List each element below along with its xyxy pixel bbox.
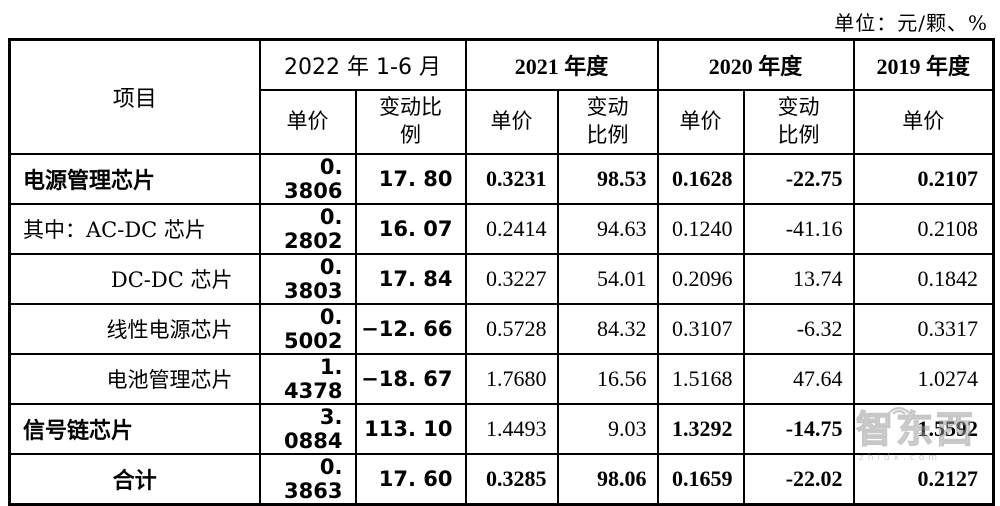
subheader-2022-change: 变动比 例 xyxy=(354,88,467,155)
value-cell: 0.1240 xyxy=(656,202,745,255)
value-cell: 0.2127 xyxy=(852,452,995,505)
value-cell: 1.7680 xyxy=(464,352,559,405)
table-row: 电源管理芯片 0. 3806 17. 80 0.3231 98.53 0.1628 -22.… xyxy=(8,152,995,205)
table-row: 合计 0. 3863 17. 60 0.3285 98.06 0.1659 -22.02 0.… xyxy=(8,452,995,505)
value-cell: 0.1659 xyxy=(656,452,745,505)
table-row: DC-DC 芯片 0. 3803 17. 84 0.3227 54.01 0.2096 13… xyxy=(8,252,995,305)
value-cell: 0.1842 xyxy=(852,252,995,305)
value-cell: 17. 60 xyxy=(354,452,467,505)
value-cell: 0.1628 xyxy=(656,152,745,205)
value-cell: 16.56 xyxy=(556,352,659,405)
value-cell: 47.64 xyxy=(742,352,855,405)
value-cell: 0.3285 xyxy=(464,452,559,505)
row-label-cell: DC-DC 芯片 xyxy=(8,252,261,305)
row-label-cell: 信号链芯片 xyxy=(8,402,261,455)
value-cell: 1.4493 xyxy=(464,402,559,455)
value-cell: 0.5728 xyxy=(464,302,559,355)
table-row: 电池管理芯片 1. 4378 −18. 67 1.7680 16.56 1.5168 47.… xyxy=(8,352,995,405)
price-table: 项目 2022 年 1-6 月 2021 年度 2020 年度 2019 年度 … xyxy=(8,38,996,506)
value-cell: 98.53 xyxy=(556,152,659,205)
unit-note: 单位：元/颗、% xyxy=(834,11,988,35)
value-cell: 0. 2802 xyxy=(258,202,357,255)
row-label-cell: 其中：AC-DC 芯片 xyxy=(8,202,261,255)
value-cell: 1.0274 xyxy=(852,352,995,405)
header-period-2021: 2021 年度 xyxy=(464,38,659,91)
value-cell: -6.32 xyxy=(742,302,855,355)
value-cell: 0.3227 xyxy=(464,252,559,305)
table-row: 线性电源芯片 0. 5002 −12. 66 0.5728 84.32 0.3107 -6.… xyxy=(8,302,995,355)
value-cell: 1. 4378 xyxy=(258,352,357,405)
header-period-2019: 2019 年度 xyxy=(852,38,995,91)
value-cell: 0.2107 xyxy=(852,152,995,205)
value-cell: 0.3107 xyxy=(656,302,745,355)
value-cell: 1.5592 xyxy=(852,402,995,455)
header-period-2020: 2020 年度 xyxy=(656,38,855,91)
value-cell: 16. 07 xyxy=(354,202,467,255)
value-cell: 0. 5002 xyxy=(258,302,357,355)
row-label-cell: 电池管理芯片 xyxy=(8,352,261,405)
value-cell: 17. 80 xyxy=(354,152,467,205)
value-cell: 17. 84 xyxy=(354,252,467,305)
value-cell: −12. 66 xyxy=(354,302,467,355)
value-cell: 0. 3806 xyxy=(258,152,357,205)
value-cell: 0.3231 xyxy=(464,152,559,205)
value-cell: 84.32 xyxy=(556,302,659,355)
value-cell: 0.2096 xyxy=(656,252,745,305)
value-cell: 1.5168 xyxy=(656,352,745,405)
subheader-2021-change: 变动 比例 xyxy=(556,88,659,155)
value-cell: 3. 0884 xyxy=(258,402,357,455)
value-cell: 94.63 xyxy=(556,202,659,255)
value-cell: -14.75 xyxy=(742,402,855,455)
value-cell: −18. 67 xyxy=(354,352,467,405)
subheader-2021-price: 单价 xyxy=(464,88,559,155)
table-header: 项目 2022 年 1-6 月 2021 年度 2020 年度 2019 年度 … xyxy=(8,38,995,155)
value-cell: -22.75 xyxy=(742,152,855,205)
table-row: 其中：AC-DC 芯片 0. 2802 16. 07 0.2414 94.63 0.124… xyxy=(8,202,995,255)
value-cell: 113. 10 xyxy=(354,402,467,455)
value-cell: 0.3317 xyxy=(852,302,995,355)
value-cell: -41.16 xyxy=(742,202,855,255)
value-cell: 98.06 xyxy=(556,452,659,505)
table-row: 信号链芯片 3. 0884 113. 10 1.4493 9.03 1.3292 -14.7… xyxy=(8,402,995,455)
row-label-cell: 电源管理芯片 xyxy=(8,152,261,205)
value-cell: 0. 3803 xyxy=(258,252,357,305)
value-cell: 9.03 xyxy=(556,402,659,455)
subheader-2020-price: 单价 xyxy=(656,88,745,155)
table-body: 电源管理芯片 0. 3806 17. 80 0.3231 98.53 0.1628 -22.… xyxy=(8,152,995,505)
subheader-2022-price: 单价 xyxy=(258,88,357,155)
value-cell: 0. 3863 xyxy=(258,452,357,505)
subheader-2019-price: 单价 xyxy=(852,88,995,155)
row-label-cell: 线性电源芯片 xyxy=(8,302,261,355)
value-cell: 1.3292 xyxy=(656,402,745,455)
value-cell: 54.01 xyxy=(556,252,659,305)
header-item: 项目 xyxy=(8,38,261,155)
value-cell: 13.74 xyxy=(742,252,855,305)
header-period-2022: 2022 年 1-6 月 xyxy=(258,38,467,91)
subheader-2020-change: 变动 比例 xyxy=(742,88,855,155)
value-cell: 0.2414 xyxy=(464,202,559,255)
value-cell: 0.2108 xyxy=(852,202,995,255)
row-label-cell: 合计 xyxy=(8,452,261,505)
value-cell: -22.02 xyxy=(742,452,855,505)
